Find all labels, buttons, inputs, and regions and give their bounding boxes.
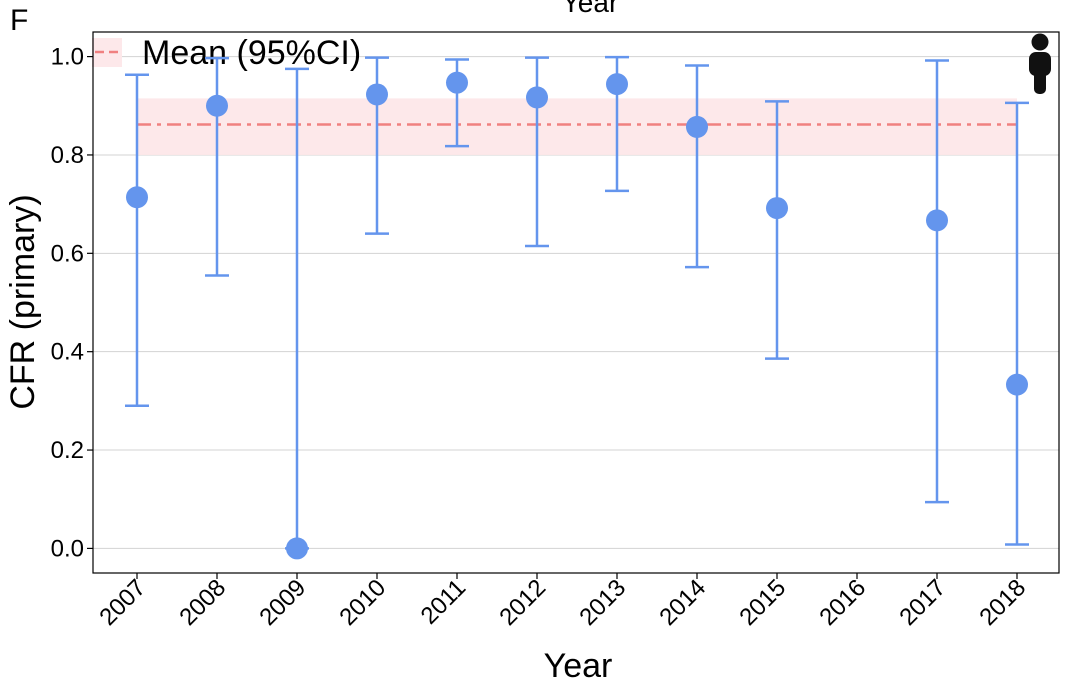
x-tick-label: 2015 (734, 574, 791, 631)
y-tick-label: 0.2 (51, 437, 84, 464)
y-tick-label: 1.0 (51, 44, 84, 71)
x-tick-label: 2013 (574, 574, 631, 631)
data-point-2014 (686, 115, 708, 138)
x-tick-label: 2010 (334, 574, 391, 631)
x-tick-label: 2014 (654, 574, 711, 631)
x-axis-title: Year (544, 647, 613, 685)
y-tick-label: 0.8 (51, 142, 84, 169)
mean-ci-band (137, 98, 1017, 155)
person-silhouette-icon (1029, 33, 1051, 94)
x-tick-label: 2011 (416, 574, 472, 630)
y-tick-label: 0.4 (51, 339, 84, 366)
y-tick-label: 0.0 (51, 535, 84, 562)
plot-panel-border (92, 31, 1060, 574)
data-point-2015 (766, 197, 788, 220)
y-axis-title: CFR (primary) (4, 194, 42, 409)
data-point-2007 (126, 186, 148, 209)
error-bars (125, 55, 1029, 550)
x-tick-label: 2012 (494, 574, 551, 631)
data-point-2008 (206, 94, 228, 117)
error-bar-2014 (685, 64, 709, 269)
x-tick-label: 2018 (974, 574, 1031, 631)
data-point-2017 (926, 209, 948, 232)
error-bar-2017 (925, 59, 949, 504)
data-point-2012 (526, 86, 548, 109)
error-bar-2008 (205, 56, 229, 277)
panel-label: F (10, 4, 28, 37)
data-points (126, 71, 1028, 560)
legend-label: Mean (95%CI) (142, 34, 361, 72)
legend: Mean (95%CI) (92, 34, 361, 72)
y-tick-label: 0.6 (51, 240, 84, 267)
ci-band (137, 98, 1017, 155)
x-tick-label: 2017 (894, 574, 951, 631)
top-axis-title: Year (562, 0, 619, 18)
error-bar-2018 (1005, 101, 1029, 546)
x-tick-label: 2009 (254, 574, 311, 631)
data-point-2013 (606, 73, 628, 96)
data-point-2011 (446, 71, 468, 94)
data-point-2018 (1006, 373, 1028, 396)
x-axis-ticks: 2007 2008 2009 2010 2011 2012 2013 2014 2015 2016… (94, 573, 1031, 631)
x-tick-label: 2007 (94, 574, 151, 631)
x-tick-label: 2016 (814, 574, 871, 631)
error-bar-2007 (125, 73, 149, 408)
error-bar-2015 (765, 100, 789, 360)
x-tick-label: 2008 (174, 574, 231, 631)
data-point-2010 (366, 83, 388, 106)
data-point-2009 (286, 537, 308, 560)
y-axis-ticks: 0.0 0.2 0.4 0.6 0.8 1.0 (51, 44, 93, 562)
